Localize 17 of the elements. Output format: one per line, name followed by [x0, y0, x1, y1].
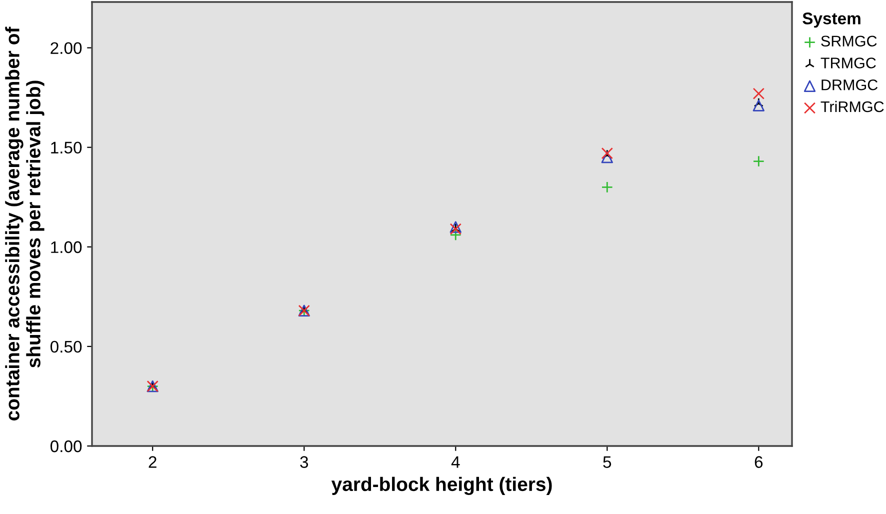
y-tick-label: 2.00	[50, 42, 82, 54]
legend-label: SRMGC	[821, 36, 877, 47]
x-tick-label: 6	[754, 456, 763, 468]
y-tick-label: 1.50	[51, 142, 82, 154]
legend-label: TriRMGC	[820, 100, 884, 112]
x-tick-label: 4	[451, 456, 460, 468]
x-tick-label: 3	[300, 456, 308, 468]
legend-title: System	[802, 12, 860, 28]
y-axis-title: container accessibility (average number of shuffle moves per retrieval job)	[5, 26, 44, 420]
y-tick-label: 0.00	[50, 440, 82, 452]
y-tick-label: 1.00	[51, 241, 82, 254]
x-tick-label: 2	[148, 456, 156, 468]
x-axis-title: yard-block height (tiers)	[331, 476, 552, 496]
legend-label: TRMGC	[820, 58, 876, 68]
legend-label: DRMGC	[822, 79, 878, 90]
x-tick-label: 5	[603, 456, 612, 468]
y-tick-label: 0.50	[50, 340, 82, 353]
